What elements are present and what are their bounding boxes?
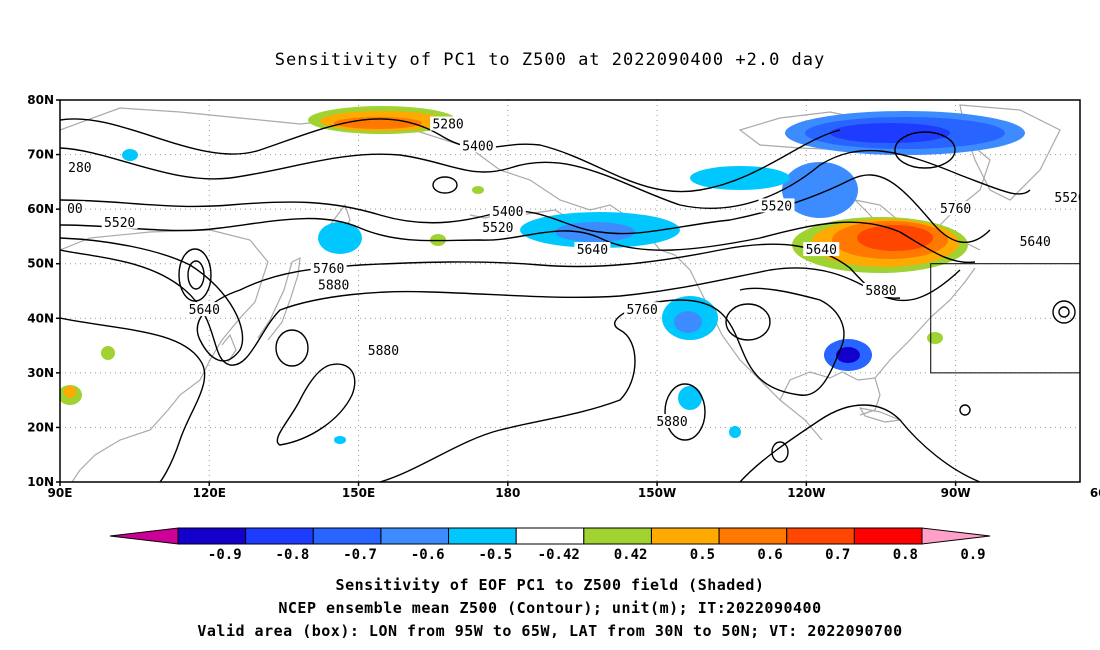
lat-tick-label: 30N <box>27 366 54 380</box>
colorbar-swatch <box>718 527 788 545</box>
contour-label-bg <box>803 242 840 257</box>
contour-label-bg <box>430 116 467 131</box>
colorbar-swatch <box>380 527 450 545</box>
lon-tick-label: 180 <box>495 486 520 500</box>
page-title: Sensitivity of PC1 to Z500 at 2022090400… <box>274 50 826 70</box>
map-grid <box>60 100 1080 482</box>
contour-label: 5760 <box>626 303 657 318</box>
contour-label-bg <box>937 201 974 216</box>
footer-line-3: Valid area (box): LON from 95W to 65W, L… <box>197 622 903 640</box>
lat-tick-label: 70N <box>27 148 54 162</box>
colorbar-label: -0.8 <box>276 547 310 563</box>
lat-tick-label: 20N <box>27 420 54 434</box>
lat-tick-label: 10N <box>27 475 54 489</box>
contour-label: 5880 <box>865 284 896 299</box>
contour-label: 5400 <box>492 205 523 220</box>
contour-label-bg <box>479 220 516 235</box>
lon-tick-label: 120W <box>787 486 825 500</box>
contour-label-bg <box>758 198 795 213</box>
contour-label: 5640 <box>806 243 837 258</box>
colorbar-swatch <box>583 527 652 545</box>
lat-tick-label: 50N <box>27 257 54 271</box>
colorbar-label: 0.7 <box>825 547 850 563</box>
lon-tick-label: 90E <box>48 486 73 500</box>
contour-label: 5280 <box>432 118 463 133</box>
colorbar-low-triangle <box>109 527 179 545</box>
contour-label: 5640 <box>1020 235 1051 250</box>
colorbar-label: 0.6 <box>757 547 782 563</box>
colorbar-swatch <box>515 527 585 545</box>
contour-label: 00 <box>67 202 83 217</box>
footer-line-2: NCEP ensemble mean Z500 (Contour); unit(… <box>278 599 822 617</box>
colorbar-label: 0.9 <box>960 547 985 563</box>
colorbar-label: 0.5 <box>690 547 715 563</box>
contour-label-bg <box>365 343 402 358</box>
z500-contours <box>60 118 1076 482</box>
colorbar-label: -0.9 <box>208 547 242 563</box>
colorbar-swatch <box>245 527 314 545</box>
colorbar-label: -0.6 <box>411 547 445 563</box>
colorbar-label: -0.7 <box>343 547 377 563</box>
contour-label-bg <box>101 214 138 229</box>
contour-label-bg <box>310 261 347 276</box>
contour-label: 5640 <box>189 303 220 318</box>
contour-label-bg <box>624 302 661 317</box>
colorbar: -0.9 -0.8 -0.7 -0.6 -0.5 -0.42 0.42 0.5 0.6 0.7 0.… <box>109 527 991 563</box>
lat-tick-label: 40N <box>27 311 54 325</box>
contour-label: 5760 <box>313 262 344 277</box>
contour-label: 5760 <box>940 202 971 217</box>
contour-label: 5520 <box>1054 191 1085 206</box>
contour-label-bg <box>459 138 496 153</box>
colorbar-high-triangle <box>921 527 991 545</box>
contour-label-bg <box>489 203 526 218</box>
colorbar-swatch <box>312 527 382 545</box>
contour-label: 5520 <box>482 221 513 236</box>
contour-label: 5880 <box>368 344 399 359</box>
latitude-axis: 80N 70N 60N 50N 40N 30N 20N 10N <box>27 93 60 489</box>
colorbar-swatch <box>448 527 517 545</box>
contour-label: 5520 <box>104 216 135 231</box>
footer-line-1: Sensitivity of EOF PC1 to Z500 field (Sh… <box>335 576 765 594</box>
colorbar-swatch <box>650 527 720 545</box>
contour-label: 5880 <box>318 279 349 294</box>
colorbar-label: 0.42 <box>614 547 648 563</box>
contour-label-bg <box>65 160 94 175</box>
contour-label: 280 <box>68 161 91 176</box>
contour-label: 5880 <box>656 415 687 430</box>
lat-tick-label: 80N <box>27 93 54 107</box>
lon-tick-label: 120E <box>193 486 226 500</box>
contour-label-bg <box>64 201 85 216</box>
colorbar-label: -0.42 <box>538 547 580 563</box>
contour-label-bg <box>186 302 223 317</box>
contour-label-bg <box>1052 190 1080 205</box>
contour-label-bg <box>315 277 352 292</box>
plot-frame <box>59 99 1081 483</box>
colorbar-swatch <box>177 527 247 545</box>
lon-tick-label: 90W <box>941 486 971 500</box>
contour-label-bg <box>1017 233 1054 248</box>
contour-label-bg <box>862 283 899 297</box>
contour-label: 5400 <box>462 139 493 154</box>
colorbar-label: -0.5 <box>478 547 512 563</box>
sensitivity-shading <box>60 106 1025 444</box>
coastline-layer <box>60 104 1061 482</box>
lon-tick-label: 60W <box>1090 486 1100 500</box>
contour-label: 5640 <box>577 243 608 258</box>
lon-tick-label: 150W <box>638 486 676 500</box>
colorbar-swatch <box>786 527 855 545</box>
colorbar-swatch <box>853 527 923 545</box>
valid-area-box <box>930 263 1081 374</box>
longitude-axis: 90E 120E 150E 180 150W 120W 90W 60W <box>48 482 1100 500</box>
lat-tick-label: 60N <box>27 202 54 216</box>
contour-label-bg <box>574 242 611 257</box>
colorbar-label: 0.8 <box>893 547 918 563</box>
contour-label: 5520 <box>761 199 792 214</box>
lon-tick-label: 150E <box>342 486 375 500</box>
contour-label-bg <box>654 413 690 428</box>
